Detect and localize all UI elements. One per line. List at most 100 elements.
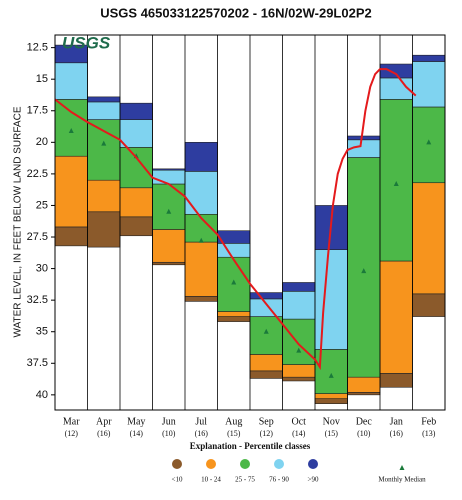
x-tick-label: Oct bbox=[292, 416, 307, 427]
sample-count: (16) bbox=[390, 429, 404, 438]
legend-swatch bbox=[172, 459, 182, 469]
y-tick-label: 22.5 bbox=[27, 168, 48, 180]
chart-title: USGS 465033122570202 - 16N/02W-29L02P2 bbox=[100, 5, 371, 20]
percentile-box bbox=[249, 370, 283, 379]
percentile-box bbox=[282, 376, 316, 382]
percentile-box bbox=[184, 241, 218, 297]
y-tick-label: 17.5 bbox=[27, 105, 48, 117]
legend-median-marker bbox=[399, 465, 405, 470]
percentile-box bbox=[379, 373, 413, 388]
percentile-box bbox=[217, 243, 251, 258]
x-tick-label: Dec bbox=[356, 416, 373, 427]
percentile-box bbox=[87, 211, 121, 248]
percentile-box bbox=[184, 142, 218, 172]
x-tick-label: May bbox=[127, 416, 145, 427]
sample-count: (14) bbox=[292, 429, 306, 438]
y-tick-label: 35 bbox=[36, 326, 48, 338]
legend-swatch bbox=[274, 459, 284, 469]
percentile-box bbox=[314, 393, 348, 399]
percentile-box bbox=[119, 216, 153, 237]
percentile-box bbox=[249, 292, 283, 300]
median-marker bbox=[198, 237, 204, 243]
percentile-box bbox=[412, 54, 446, 62]
legend-label: 10 - 24 bbox=[201, 476, 221, 484]
x-tick-label: Aug bbox=[225, 416, 242, 427]
median-marker bbox=[393, 180, 399, 186]
percentile-box bbox=[282, 291, 316, 320]
logo: USGS bbox=[62, 33, 111, 52]
median-marker bbox=[101, 140, 107, 146]
sample-count: (15) bbox=[227, 429, 241, 438]
sample-count: (12) bbox=[65, 429, 79, 438]
x-tick-label: Feb bbox=[421, 416, 436, 427]
percentile-box bbox=[412, 293, 446, 317]
percentile-box bbox=[347, 157, 381, 378]
percentile-box bbox=[87, 119, 121, 181]
median-marker bbox=[231, 279, 237, 285]
x-tick-label: Sep bbox=[259, 416, 274, 427]
x-tick-label: Apr bbox=[96, 416, 112, 427]
percentile-box bbox=[379, 260, 413, 374]
percentile-box bbox=[54, 155, 88, 228]
y-tick-label: 40 bbox=[36, 389, 48, 401]
legend-swatch bbox=[308, 459, 318, 469]
percentile-box bbox=[119, 187, 153, 218]
sample-count: (16) bbox=[97, 429, 111, 438]
percentile-box bbox=[412, 182, 446, 295]
x-tick-label: Jun bbox=[162, 416, 176, 427]
percentile-box bbox=[87, 179, 121, 213]
percentile-box bbox=[347, 392, 381, 396]
legend-label: 76 - 90 bbox=[269, 476, 289, 484]
percentile-box bbox=[152, 183, 186, 230]
percentile-box bbox=[314, 398, 348, 404]
median-marker bbox=[166, 208, 172, 214]
percentile-box bbox=[119, 119, 153, 148]
percentile-box bbox=[282, 282, 316, 292]
y-tick-label: 32.5 bbox=[27, 294, 48, 306]
x-tick-label: Mar bbox=[63, 416, 80, 427]
y-tick-label: 15 bbox=[36, 73, 48, 85]
percentile-box bbox=[54, 99, 88, 157]
legend-title: Explanation - Percentile classes bbox=[190, 441, 311, 451]
median-marker bbox=[263, 328, 269, 334]
percentile-box bbox=[152, 169, 186, 185]
median-marker bbox=[296, 347, 302, 353]
y-tick-label: 37.5 bbox=[27, 357, 48, 369]
y-tick-label: 25 bbox=[36, 199, 48, 211]
median-marker bbox=[361, 268, 367, 274]
percentile-box bbox=[152, 229, 186, 263]
median-marker bbox=[68, 127, 74, 133]
median-marker bbox=[328, 372, 334, 378]
percentile-box bbox=[249, 298, 283, 317]
percentile-box bbox=[54, 226, 88, 247]
percentile-box bbox=[184, 171, 218, 215]
x-tick-label: Nov bbox=[323, 416, 340, 427]
percentile-box bbox=[217, 311, 251, 317]
y-tick-label: 20 bbox=[36, 136, 48, 148]
percentile-box bbox=[184, 296, 218, 302]
x-tick-label: Jul bbox=[195, 416, 207, 427]
percentile-box bbox=[282, 364, 316, 378]
percentile-box bbox=[282, 318, 316, 365]
y-tick-label: 30 bbox=[36, 262, 48, 274]
sample-count: (14) bbox=[130, 429, 144, 438]
sample-count: (10) bbox=[162, 429, 176, 438]
sample-count: (16) bbox=[195, 429, 209, 438]
percentile-box bbox=[249, 316, 283, 355]
median-marker bbox=[426, 139, 432, 145]
plot-frame bbox=[54, 34, 446, 411]
percentile-box bbox=[54, 62, 88, 100]
sample-count: (15) bbox=[325, 429, 339, 438]
percentile-box bbox=[249, 354, 283, 372]
x-tick-label: Jan bbox=[390, 416, 403, 427]
y-axis-label: WATER LEVEL, IN FEET BELOW LAND SURFACE bbox=[13, 106, 24, 337]
daily-water-level bbox=[54, 68, 417, 371]
percentile-box bbox=[87, 101, 121, 120]
legend-label: >90 bbox=[308, 476, 319, 484]
legend-label: <10 bbox=[172, 476, 183, 484]
percentile-box bbox=[119, 102, 153, 120]
sample-count: (12) bbox=[260, 429, 274, 438]
percentile-box bbox=[152, 168, 186, 171]
